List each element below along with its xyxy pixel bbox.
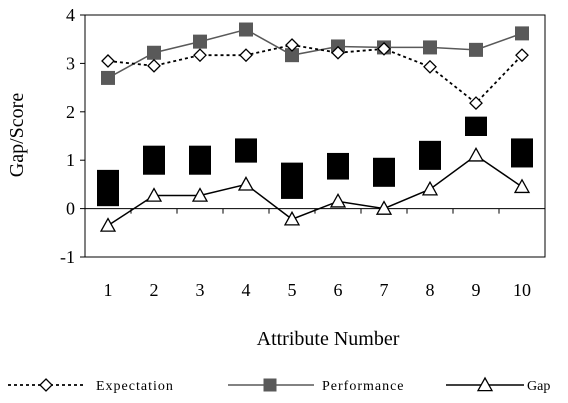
gap-point — [513, 178, 531, 194]
x-tick-label: 5 — [288, 280, 297, 300]
series-lines — [107, 28, 523, 227]
x-tick-label: 4 — [242, 280, 251, 300]
x-tick-label: 2 — [150, 280, 159, 300]
legend-marker-performance — [263, 378, 277, 392]
expectation-point — [147, 58, 161, 73]
legend-label-expectation: Expectation — [96, 379, 174, 394]
gap-point — [329, 193, 347, 208]
performance-point — [515, 26, 529, 41]
gap-range-box — [235, 138, 257, 163]
axes — [80, 14, 546, 258]
x-tick-label: 8 — [426, 280, 435, 300]
gap-range-box — [419, 140, 441, 170]
legend-label-gap: Gap — [527, 379, 550, 394]
plot-frame — [84, 14, 546, 258]
gap-range-box — [511, 138, 533, 168]
expectation-point — [101, 54, 115, 68]
gap-point — [191, 187, 209, 202]
x-tick-label: 9 — [472, 280, 481, 300]
performance-point — [147, 45, 161, 60]
expectation-point — [377, 41, 391, 56]
expectation-point — [515, 48, 529, 63]
legend-label-performance: Performance — [322, 379, 405, 394]
gap-range-boxes — [97, 116, 533, 207]
gap-range-box — [465, 116, 487, 136]
legend-marker-gap — [476, 376, 494, 392]
gap-point — [467, 147, 485, 162]
y-tick-label: 2 — [66, 102, 75, 122]
gap-point — [375, 200, 393, 215]
expectation-point — [239, 48, 253, 63]
performance-point — [193, 34, 207, 49]
gap-range-box — [143, 145, 165, 175]
gap-point — [283, 210, 301, 226]
x-axis-label: Attribute Number — [257, 328, 400, 350]
gap-point — [145, 187, 163, 202]
gap-range-box — [189, 145, 211, 175]
gap-range-box — [97, 169, 119, 207]
series-markers — [99, 22, 531, 232]
legend-marker-expectation — [39, 378, 53, 392]
performance-point — [101, 70, 115, 85]
expectation-point — [469, 96, 483, 111]
gap-range-box — [327, 152, 349, 180]
expectation-point — [193, 48, 207, 63]
x-tick-label: 10 — [513, 280, 531, 300]
expectation-point — [423, 59, 437, 74]
expectation-point — [285, 38, 299, 52]
gap-point — [421, 180, 439, 196]
y-tick-label: 1 — [66, 150, 75, 170]
x-tick-label: 3 — [196, 280, 205, 300]
y-axis-label: Gap/Score — [6, 93, 28, 178]
performance-point — [469, 42, 483, 57]
gap-range-box — [373, 157, 395, 187]
y-tick-label: -1 — [60, 247, 75, 267]
gap-range-box — [281, 162, 303, 199]
performance-point — [423, 40, 437, 55]
y-tick-label: 0 — [66, 199, 75, 219]
series-line-performance — [107, 28, 523, 79]
tick-labels: -1 0 1 2 3 4 1 2 3 4 5 6 7 8 9 10 — [60, 5, 531, 300]
x-tick-label: 7 — [380, 280, 389, 300]
x-tick-label: 6 — [334, 280, 343, 300]
y-tick-label: 3 — [66, 53, 75, 73]
performance-point — [239, 22, 253, 37]
x-tick-label: 1 — [104, 280, 113, 300]
gap-point — [99, 217, 117, 232]
gap-point — [237, 176, 255, 191]
legend: Expectation Performance Gap — [8, 376, 550, 394]
series-line-gap — [107, 154, 523, 227]
series-line-expectation — [107, 44, 523, 105]
y-tick-label: 4 — [66, 5, 75, 25]
expectation-point — [331, 45, 345, 60]
